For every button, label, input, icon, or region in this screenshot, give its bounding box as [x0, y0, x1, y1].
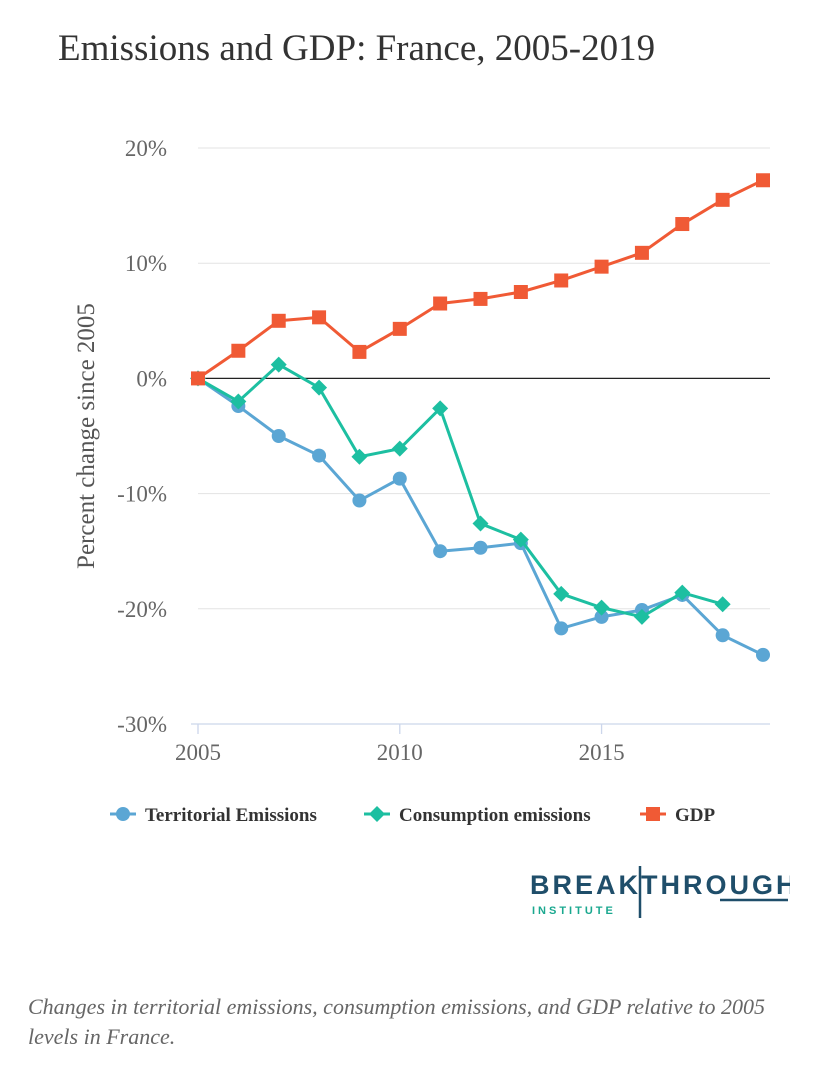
x-tick-label: 2005 [175, 740, 221, 765]
data-point[interactable] [230, 393, 247, 410]
data-point[interactable] [594, 259, 609, 274]
data-point[interactable] [715, 192, 730, 207]
data-point[interactable] [191, 371, 205, 386]
legend-symbol[interactable] [646, 807, 660, 821]
logo-sub-text: INSTITUTE [532, 905, 616, 917]
breakthrough-logo: BREAKTHROUGH INSTITUTE [530, 866, 790, 918]
data-point[interactable] [512, 531, 529, 548]
y-tick-label: 0% [136, 366, 167, 391]
data-point[interactable] [756, 647, 770, 662]
data-point[interactable] [675, 217, 690, 232]
grid-lines [198, 147, 770, 610]
legend-item-gdp[interactable]: GDP [640, 805, 716, 826]
y-tick-label: 20% [125, 136, 167, 161]
data-point[interactable] [312, 310, 327, 325]
y-tick-label: -20% [117, 597, 167, 622]
series-gdp [191, 173, 770, 386]
series-consumption-emissions [190, 356, 731, 625]
legend-label: Consumption emissions [399, 805, 591, 826]
y-axis-ticks: 20% 10% 0% -10% -20% -30% [117, 136, 167, 737]
data-point[interactable] [433, 296, 448, 311]
data-point[interactable] [270, 356, 287, 373]
data-point[interactable] [593, 599, 610, 616]
series-layer [190, 173, 770, 662]
data-point[interactable] [271, 313, 286, 328]
data-point[interactable] [714, 596, 731, 613]
data-point[interactable] [392, 471, 407, 486]
data-point[interactable] [633, 608, 650, 625]
legend-label: Territorial Emissions [145, 805, 317, 826]
data-point[interactable] [312, 448, 327, 463]
data-point[interactable] [513, 285, 528, 299]
data-point[interactable] [473, 291, 488, 306]
chart-title: Emissions and GDP: France, 2005-2019 [58, 28, 656, 69]
data-point[interactable] [554, 273, 569, 288]
data-point[interactable] [554, 621, 569, 636]
data-point[interactable] [311, 379, 328, 396]
y-tick-label: -10% [117, 482, 167, 507]
legend-symbol[interactable] [369, 806, 385, 822]
data-point[interactable] [352, 493, 367, 508]
data-point[interactable] [231, 343, 246, 358]
y-axis-label: Percent change since 2005 [73, 303, 100, 569]
data-point[interactable] [352, 344, 367, 359]
legend-symbol[interactable] [116, 807, 130, 821]
series-line [197, 363, 724, 619]
data-point[interactable] [391, 440, 408, 457]
data-point[interactable] [634, 245, 649, 260]
figure-caption: Changes in territorial emissions, consum… [28, 994, 765, 1049]
x-tick-label: 2010 [377, 740, 423, 765]
legend[interactable]: Territorial Emissions Consumption emissio… [110, 805, 716, 826]
data-point[interactable] [392, 321, 407, 336]
x-tick-label: 2015 [579, 740, 625, 765]
data-point[interactable] [473, 540, 488, 555]
data-point[interactable] [433, 544, 448, 559]
data-point[interactable] [351, 448, 368, 465]
data-point[interactable] [715, 628, 730, 643]
series-line [197, 178, 764, 380]
y-tick-label: 10% [125, 251, 167, 276]
legend-item-territorial-emissions[interactable]: Territorial Emissions [110, 805, 317, 826]
data-point[interactable] [271, 429, 286, 443]
data-point[interactable] [594, 609, 609, 624]
x-axis-ticks: 2005 2010 2015 [175, 724, 625, 765]
y-tick-label: -30% [117, 712, 167, 737]
data-point[interactable] [756, 173, 770, 188]
legend-item-consumption-emissions[interactable]: Consumption emissions [364, 805, 591, 826]
data-point[interactable] [553, 585, 570, 602]
legend-label: GDP [675, 805, 716, 826]
data-point[interactable] [472, 515, 489, 532]
data-point[interactable] [674, 584, 691, 601]
line-chart: 20% 10% 0% -10% -20% -30% 2005 2010 2015 Percen… [73, 136, 770, 826]
data-point[interactable] [432, 400, 449, 417]
logo-main-text: BREAKTHROUGH [530, 870, 790, 900]
